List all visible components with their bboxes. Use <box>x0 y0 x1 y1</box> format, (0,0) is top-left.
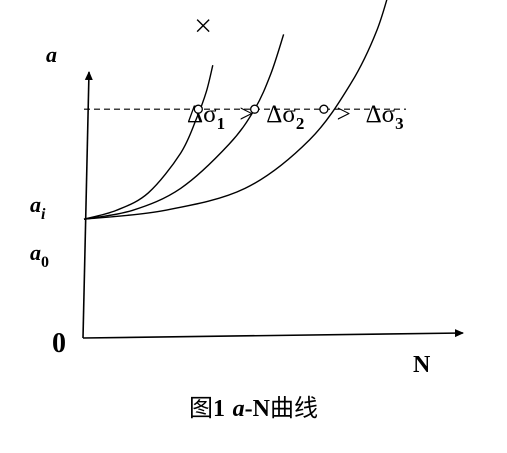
legend-item-2: Δσ <box>266 101 296 128</box>
legend-item-1-sub: 1 <box>217 114 226 133</box>
figure-caption: 图1 a-N曲线 <box>0 388 507 423</box>
failure-mark-1 <box>196 19 210 33</box>
series-curve-1 <box>83 65 214 220</box>
legend-sep-2: > <box>337 101 351 128</box>
origin-label: 0 <box>52 328 66 359</box>
caption-prefix: 图 <box>189 394 213 422</box>
series-curve-2 <box>83 34 285 220</box>
caption-suffix: 曲线 <box>269 394 318 422</box>
x-axis <box>82 329 464 339</box>
legend-item-3-sub: 3 <box>395 114 404 133</box>
ytick-a0-base: a <box>30 240 41 265</box>
caption-number: 1 <box>213 396 225 422</box>
stress-comparison-legend: Δσ1 > Δσ2 > Δσ3 <box>187 101 404 135</box>
series-curve-3 <box>83 0 388 220</box>
ytick-label-ai: ai <box>30 192 46 223</box>
intersection-point-3 <box>319 104 329 114</box>
intersection-point-2 <box>250 104 260 114</box>
legend-sep-1: > <box>239 101 253 128</box>
legend-item-3: Δσ <box>366 101 396 128</box>
ytick-ai-sub: i <box>41 206 46 223</box>
legend-item-2-sub: 2 <box>296 114 305 133</box>
caption-var: a <box>232 396 245 422</box>
caption-symbol: N <box>252 396 270 422</box>
y-axis <box>82 71 93 339</box>
caption-dash: - <box>244 396 253 422</box>
ytick-label-a0: a0 <box>30 240 49 271</box>
y-axis-label: a <box>46 42 57 67</box>
ytick-ai-base: a <box>30 192 41 217</box>
intersection-point-1 <box>193 104 203 114</box>
x-axis-label: N <box>413 352 431 378</box>
series-layer <box>83 0 388 220</box>
ytick-a0-sub: 0 <box>41 254 49 271</box>
